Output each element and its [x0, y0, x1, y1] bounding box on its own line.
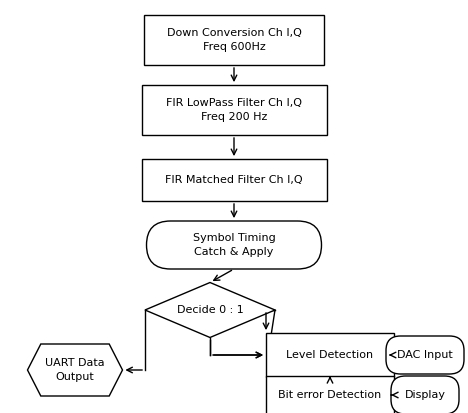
Text: DAC Input: DAC Input: [397, 350, 453, 360]
FancyBboxPatch shape: [141, 85, 327, 135]
FancyBboxPatch shape: [391, 376, 459, 413]
Text: FIR LowPass Filter Ch I,Q
Freq 200 Hz: FIR LowPass Filter Ch I,Q Freq 200 Hz: [166, 98, 302, 121]
Text: Level Detection: Level Detection: [286, 350, 373, 360]
FancyBboxPatch shape: [386, 336, 464, 374]
FancyBboxPatch shape: [141, 159, 327, 201]
Text: FIR Matched Filter Ch I,Q: FIR Matched Filter Ch I,Q: [165, 175, 303, 185]
Polygon shape: [145, 282, 275, 337]
FancyBboxPatch shape: [266, 376, 394, 413]
FancyBboxPatch shape: [144, 15, 324, 65]
Text: Bit error Detection: Bit error Detection: [278, 390, 381, 400]
Text: Down Conversion Ch I,Q
Freq 600Hz: Down Conversion Ch I,Q Freq 600Hz: [167, 28, 301, 52]
Text: Symbol Timing
Catch & Apply: Symbol Timing Catch & Apply: [193, 233, 275, 256]
FancyBboxPatch shape: [266, 333, 394, 377]
Text: UART Data
Output: UART Data Output: [45, 358, 105, 382]
Polygon shape: [28, 344, 123, 396]
Text: Decide 0 : 1: Decide 0 : 1: [176, 305, 243, 315]
Text: Display: Display: [404, 390, 446, 400]
FancyBboxPatch shape: [146, 221, 322, 269]
